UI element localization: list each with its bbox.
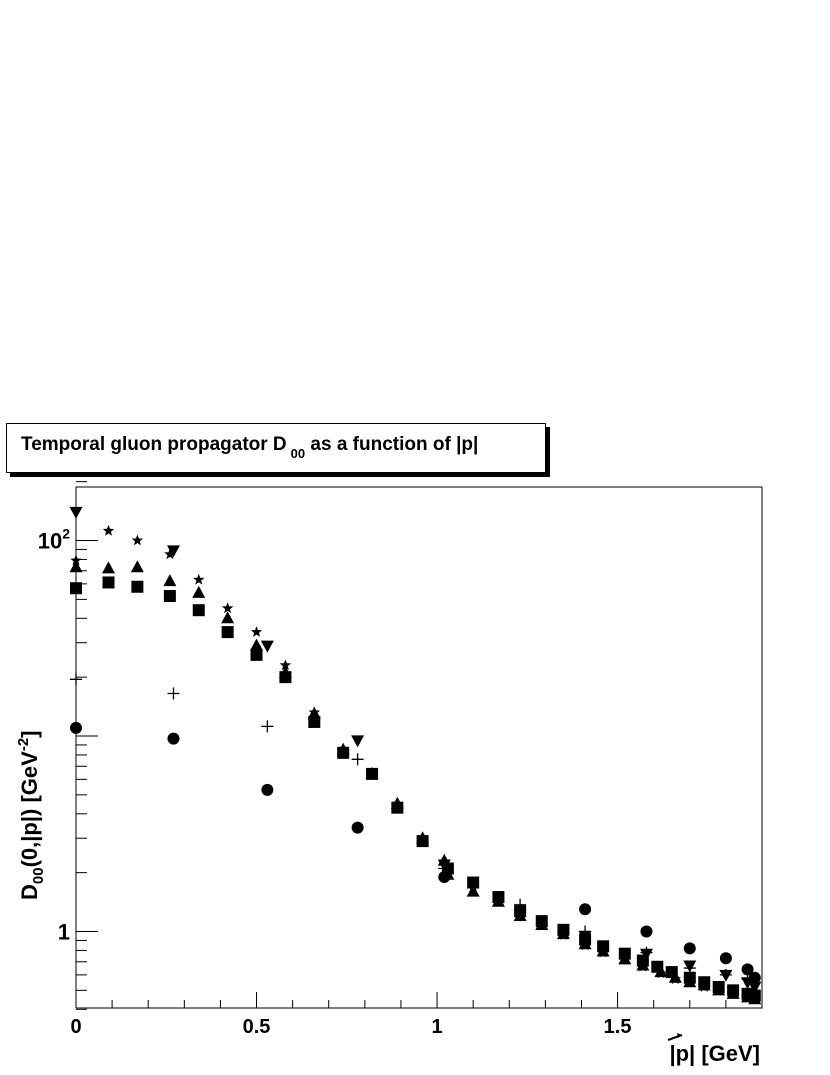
svg-text:|p| [GeV]: |p| [GeV] [669,1041,760,1066]
data-point-star [684,976,696,988]
data-point-square [102,576,115,589]
data-point-square [192,604,205,617]
data-point-triangle-down [166,545,180,558]
series-square [70,576,761,1002]
data-point-star [391,799,403,811]
data-point-star [669,973,682,985]
chart-title: Temporal gluon propagator D 00 as a funct… [21,434,479,461]
data-point-star [749,993,761,1005]
x-axis-title-vector-arrowhead [677,1033,682,1038]
data-point-star [102,524,115,536]
data-point-circle [719,952,732,965]
data-point-star [366,767,378,779]
data-point-square [221,626,234,639]
data-point-star [557,929,570,940]
x-tick-label: 0 [70,1016,81,1038]
data-point-star [619,953,631,965]
data-point-star [70,554,82,566]
data-point-circle [741,963,754,976]
data-point-star [492,895,505,907]
data-point-cross [640,946,653,959]
x-tick-label: 0.5 [243,1016,271,1038]
x-tick-label: 1 [431,1016,442,1038]
x-axis-title-vector: p [676,1041,689,1066]
data-point-circle [70,721,82,734]
data-point-circle [683,942,696,955]
data-point-triangle-up [441,867,455,880]
data-point-cross [719,968,732,981]
data-point-star [416,832,429,844]
x-axis-title: |p| [GeV] [667,1033,760,1066]
series-triangle-up [69,560,762,1005]
data-point-cross [579,925,592,938]
y-axis-title: D00(0,|p|) [GeV-2] [15,731,47,901]
data-point-star [741,991,754,1003]
y-tick-label: 1 [58,920,70,945]
data-point-triangle-up [163,574,177,587]
data-point-star [655,967,667,979]
data-point-star [536,919,548,931]
data-point-triangle-up [101,561,115,574]
data-point-square [163,590,176,603]
data-point-triangle-up [69,560,83,573]
data-point-square [250,648,263,661]
chart-title-vector: p [461,434,474,455]
data-point-cross [70,673,82,686]
data-point-star [131,534,144,546]
data-point-circle [579,903,592,916]
data-point-star [727,987,739,999]
series-cross [70,673,761,989]
plot-frame [75,486,763,1009]
data-point-cross [748,976,761,989]
data-point-triangle-down [69,506,83,519]
data-point-triangle-up [278,666,292,679]
data-point-cross [438,862,451,875]
data-point-cross [351,753,364,766]
data-point-triangle-up [192,585,206,598]
data-point-circle [640,925,653,938]
y-tick-label: 102 [38,526,70,554]
data-point-triangle-up [466,884,480,897]
data-point-star [514,910,526,921]
data-point-square [308,715,321,728]
data-point-triangle-down [260,640,274,653]
data-point-star [597,946,609,958]
data-point-star [467,880,479,892]
axis-ticks: 0 0.5 1 1.5 102 1 [38,481,763,1038]
data-point-triangle-up [130,560,144,573]
data-point-star [308,706,320,718]
data-point-star [250,626,263,637]
data-point-circle [167,732,180,745]
series-circle [70,721,761,984]
data-point-star [221,602,234,614]
data-point-star [164,548,176,560]
series-star [70,524,761,1005]
y-axis-title-vector: p [17,822,42,835]
data-point-triangle-down [351,735,365,748]
data-point-triangle-up [250,638,264,651]
data-point-square [131,580,144,593]
data-point-cross [167,687,180,700]
data-point-star [279,659,292,671]
data-point-star [337,742,349,754]
data-point-square [70,582,82,595]
data-point-circle [351,821,364,834]
data-point-star [637,960,649,972]
data-point-cross [514,898,527,911]
data-point-cross [741,973,754,986]
data-point-triangle-up [221,611,235,624]
data-point-star [193,573,205,585]
x-tick-label: 1.5 [604,1016,632,1038]
data-point-cross [683,962,696,975]
data-point-cross [261,720,274,733]
data-point-star [713,984,725,996]
data-point-star [698,981,710,992]
data-point-star [579,939,591,951]
series-triangle-down [69,506,762,995]
data-point-circle [261,783,274,796]
data-points [69,506,762,1005]
chart-title-box: Temporal gluon propagator D 00 as a funct… [6,423,546,473]
svg-text:D00(0,|p|) [GeV-2]: D00(0,|p|) [GeV-2] [15,731,47,901]
